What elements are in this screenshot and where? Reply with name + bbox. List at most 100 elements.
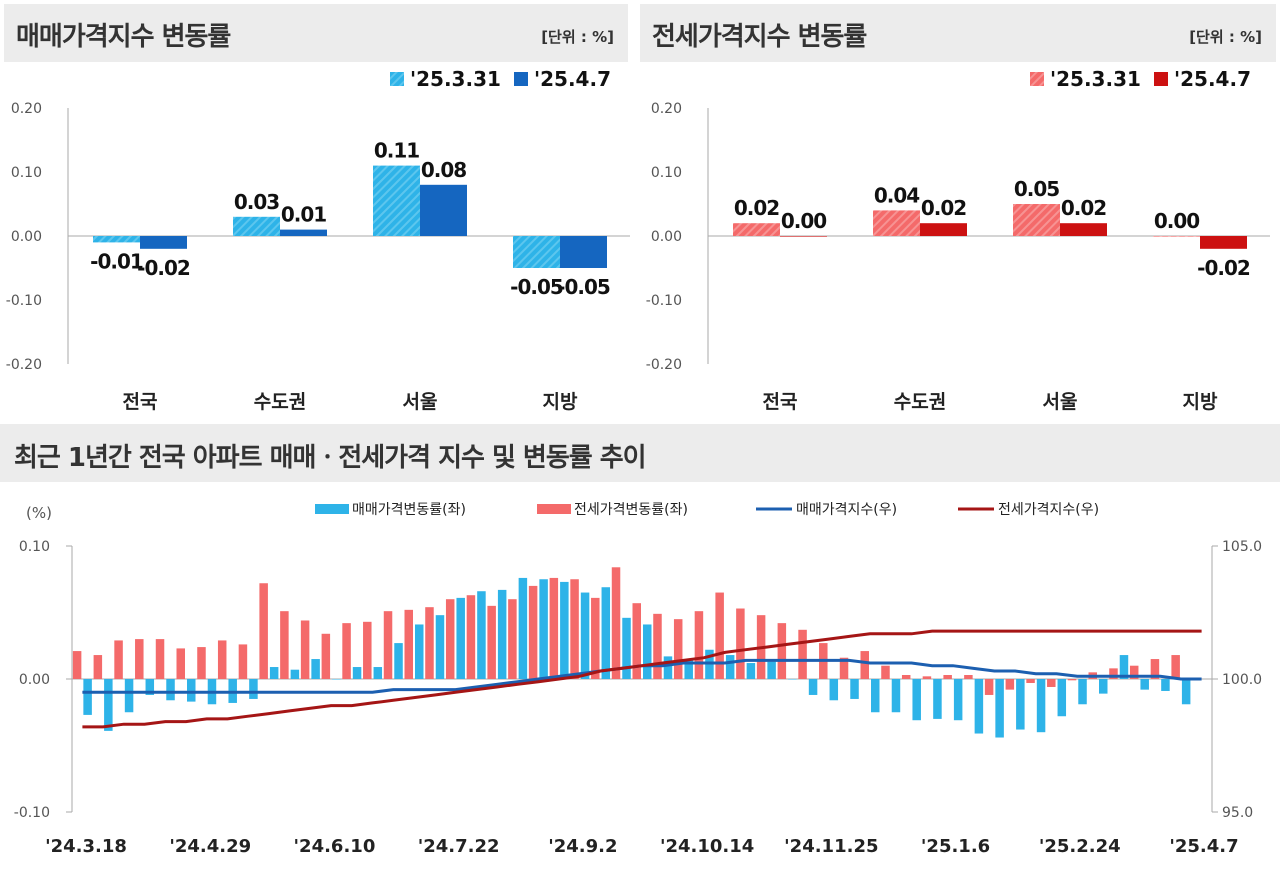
jeonse-change-bar bbox=[197, 647, 206, 679]
bar bbox=[280, 229, 327, 236]
x-tick-label: '25.1.6 bbox=[921, 836, 990, 857]
jeonse-change-bar bbox=[176, 648, 185, 679]
legend-label: 매매가격변동률(좌) bbox=[352, 502, 466, 518]
jeonse-chart-title: 전세가격지수 변동률 bbox=[652, 22, 867, 52]
sale-change-bar-chart: 0.20 0.10 0.00 -0.10 -0.20 전국 -0.01-0.02 수도권 0.0… bbox=[6, 67, 630, 413]
sale-change-bar bbox=[187, 679, 196, 702]
jeonse-change-bar bbox=[964, 675, 973, 679]
x-tick-label: '24.6.10 bbox=[294, 836, 376, 857]
jeonse-change-bar bbox=[238, 644, 248, 679]
sale-change-bar bbox=[249, 679, 258, 699]
legend-swatch bbox=[1030, 72, 1044, 86]
sale-change-bar bbox=[746, 663, 756, 679]
jeonse-change-bar bbox=[694, 611, 704, 679]
jeonse-change-bar bbox=[508, 599, 517, 679]
jeonse-change-bar bbox=[217, 640, 227, 679]
sale-change-bar bbox=[518, 577, 528, 679]
jeonse-change-bar bbox=[321, 633, 331, 679]
x-category-label: 전국 bbox=[123, 391, 158, 413]
sale-change-bar bbox=[1099, 679, 1108, 694]
jeonse-change-bar bbox=[1109, 668, 1118, 679]
sale-chart-title: 매매가격지수 변동률 bbox=[16, 22, 231, 52]
sale-change-bar bbox=[663, 656, 673, 679]
sale-change-bar bbox=[725, 655, 735, 679]
bar bbox=[920, 223, 967, 236]
jeonse-change-bar bbox=[943, 675, 952, 679]
jeonse-change-bar bbox=[673, 619, 683, 679]
legend-swatch-jeonse-change bbox=[537, 504, 571, 514]
right-tick-label: 105.0 bbox=[1222, 539, 1262, 555]
x-category-label: 수도권 bbox=[254, 391, 306, 413]
data-label: 0.03 bbox=[234, 190, 279, 214]
left-tick-label: 0.00 bbox=[19, 672, 50, 688]
sale-change-bar bbox=[1057, 679, 1067, 717]
legend-label: '25.4.7 bbox=[534, 67, 611, 91]
bar bbox=[1060, 223, 1107, 236]
jeonse-change-bar bbox=[1047, 679, 1056, 687]
sale-change-bar bbox=[352, 667, 362, 679]
jeonse-change-bar bbox=[1005, 679, 1015, 690]
legend-swatch bbox=[390, 72, 404, 86]
data-label: -0.02 bbox=[1197, 256, 1250, 280]
jeonse-change-bar bbox=[777, 623, 787, 679]
sale-change-bar bbox=[580, 592, 590, 679]
jeonse-change-bar bbox=[466, 595, 476, 679]
x-tick-label: '25.2.24 bbox=[1039, 836, 1121, 857]
bar bbox=[560, 236, 607, 268]
sale-change-bar bbox=[684, 659, 693, 679]
data-label: 0.02 bbox=[1061, 196, 1106, 220]
bar bbox=[1153, 236, 1200, 237]
bar bbox=[780, 236, 827, 237]
sale-change-bar bbox=[953, 679, 963, 721]
data-label: -0.05 bbox=[557, 275, 610, 299]
x-category-label: 수도권 bbox=[894, 391, 946, 413]
y-tick-label: 0.20 bbox=[11, 101, 42, 117]
sale-change-bar bbox=[332, 679, 341, 680]
jeonse-change-bar bbox=[798, 629, 807, 679]
jeonse-change-bar bbox=[922, 676, 932, 679]
x-tick-label: '24.7.22 bbox=[418, 836, 500, 857]
sale-change-bar bbox=[166, 679, 175, 701]
legend-label: '25.3.31 bbox=[1050, 67, 1141, 91]
x-category-label: 지방 bbox=[543, 391, 578, 413]
y-tick-label: -0.10 bbox=[6, 293, 42, 309]
sale-change-bar bbox=[643, 624, 652, 679]
x-tick-label: '24.4.29 bbox=[169, 836, 251, 857]
jeonse-change-bar bbox=[1150, 659, 1160, 679]
jeonse-change-bar bbox=[653, 613, 662, 679]
data-label: -0.05 bbox=[510, 275, 563, 299]
data-label: -0.02 bbox=[137, 256, 190, 280]
sale-chart-title-bar: 매매가격지수 변동률 [단위 : %] bbox=[4, 4, 628, 62]
y-tick-label: -0.20 bbox=[646, 357, 682, 373]
sale-change-bar bbox=[104, 679, 113, 731]
data-label: 0.11 bbox=[374, 139, 419, 163]
data-label: 0.05 bbox=[1014, 177, 1059, 201]
jeonse-change-bar bbox=[984, 679, 994, 695]
sale-change-bar bbox=[145, 679, 155, 695]
left-axis-unit: (%) bbox=[26, 504, 52, 522]
sale-change-bar bbox=[477, 591, 486, 679]
sale-change-bar bbox=[1016, 679, 1025, 730]
sale-change-bar bbox=[767, 661, 776, 679]
jeonse-change-bar bbox=[632, 603, 641, 679]
jeonse-change-bar bbox=[135, 639, 144, 679]
sale-change-bar bbox=[1078, 679, 1087, 705]
jeonse-change-bar bbox=[570, 579, 579, 679]
sale-change-bar bbox=[829, 679, 839, 701]
legend-label: 전세가격변동률(좌) bbox=[574, 502, 688, 518]
sale-change-bar bbox=[311, 659, 320, 679]
y-tick-label: 0.00 bbox=[11, 229, 42, 245]
sale-change-bar bbox=[974, 679, 984, 734]
x-category-label: 서울 bbox=[1043, 391, 1078, 413]
jeonse-change-bar bbox=[591, 597, 600, 679]
data-label: 0.08 bbox=[421, 158, 466, 182]
sale-change-bar bbox=[933, 679, 942, 719]
jeonse-change-bar bbox=[259, 583, 268, 679]
bar bbox=[1013, 204, 1060, 236]
sale-change-bar bbox=[124, 679, 134, 713]
jeonse-index-line bbox=[82, 629, 1202, 729]
sale-change-bar bbox=[269, 667, 279, 679]
jeonse-change-bar bbox=[881, 665, 890, 679]
jeonse-change-bar bbox=[860, 651, 869, 679]
jeonse-change-bar bbox=[901, 675, 911, 679]
